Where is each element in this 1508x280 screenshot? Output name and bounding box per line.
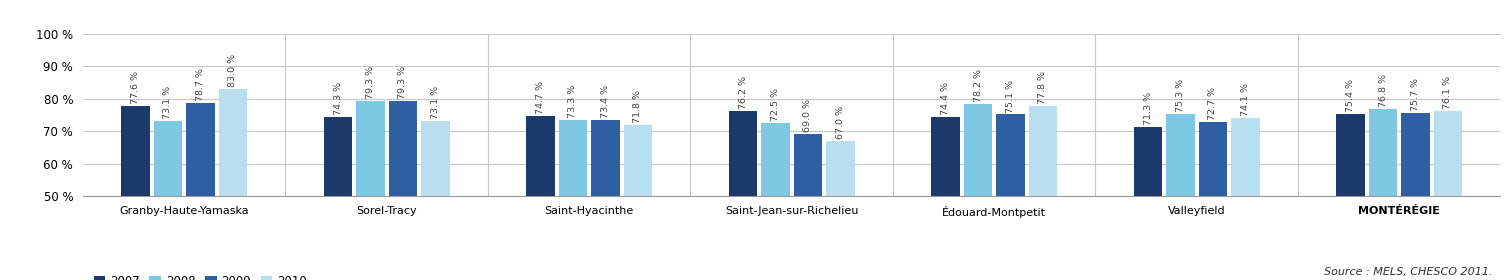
Text: 76.2 %: 76.2 % (739, 76, 748, 109)
Text: 67.0 %: 67.0 % (835, 106, 844, 139)
Text: 75.1 %: 75.1 % (1006, 80, 1015, 113)
Bar (324, 117, 353, 196)
Text: 74.3 %: 74.3 % (333, 82, 342, 115)
Text: 78.2 %: 78.2 % (974, 69, 983, 102)
Text: 69.0 %: 69.0 % (804, 99, 813, 132)
Text: 77.8 %: 77.8 % (1039, 71, 1047, 104)
Bar (964, 104, 992, 196)
Bar (559, 120, 587, 196)
Text: 71.8 %: 71.8 % (633, 90, 642, 123)
Text: 74.7 %: 74.7 % (537, 81, 544, 114)
Bar (793, 134, 822, 196)
Text: 75.7 %: 75.7 % (1411, 78, 1421, 111)
Text: 79.3 %: 79.3 % (366, 66, 375, 99)
Bar (1336, 113, 1365, 196)
Text: 75.3 %: 75.3 % (1176, 79, 1185, 112)
Text: 77.6 %: 77.6 % (131, 71, 140, 104)
Bar (1199, 122, 1228, 196)
Bar (997, 115, 1024, 196)
Bar (356, 101, 385, 196)
Text: 73.1 %: 73.1 % (431, 86, 440, 119)
Bar (121, 106, 149, 196)
Bar (591, 120, 620, 196)
Text: 75.4 %: 75.4 % (1347, 79, 1356, 111)
Bar (1028, 106, 1057, 196)
Bar (389, 101, 418, 196)
Text: 74.4 %: 74.4 % (941, 82, 950, 115)
Bar (728, 111, 757, 196)
Text: 72.7 %: 72.7 % (1208, 87, 1217, 120)
Bar (762, 123, 790, 196)
Legend: 2007, 2008, 2009, 2010: 2007, 2008, 2009, 2010 (89, 270, 312, 280)
Text: 73.4 %: 73.4 % (600, 85, 609, 118)
Bar (526, 116, 555, 196)
Text: 71.3 %: 71.3 % (1143, 92, 1152, 125)
Text: 76.8 %: 76.8 % (1378, 74, 1387, 107)
Bar (1369, 109, 1398, 196)
Bar (1401, 113, 1430, 196)
Text: 73.1 %: 73.1 % (163, 86, 172, 119)
Bar (932, 117, 961, 196)
Text: 79.3 %: 79.3 % (398, 66, 407, 99)
Text: 76.1 %: 76.1 % (1443, 76, 1452, 109)
Text: 74.1 %: 74.1 % (1241, 83, 1250, 116)
Bar (185, 103, 214, 196)
Bar (623, 125, 651, 196)
Text: 73.3 %: 73.3 % (569, 85, 578, 118)
Text: 78.7 %: 78.7 % (196, 68, 205, 101)
Text: 83.0 %: 83.0 % (228, 54, 237, 87)
Bar (154, 121, 182, 196)
Bar (1166, 114, 1194, 196)
Text: Source : MELS, CHESCO 2011.: Source : MELS, CHESCO 2011. (1324, 267, 1493, 277)
Bar (421, 121, 449, 196)
Bar (1134, 127, 1163, 196)
Bar (1434, 111, 1463, 196)
Text: 72.5 %: 72.5 % (771, 88, 780, 121)
Bar (219, 89, 247, 196)
Bar (826, 141, 855, 196)
Bar (1231, 118, 1259, 196)
